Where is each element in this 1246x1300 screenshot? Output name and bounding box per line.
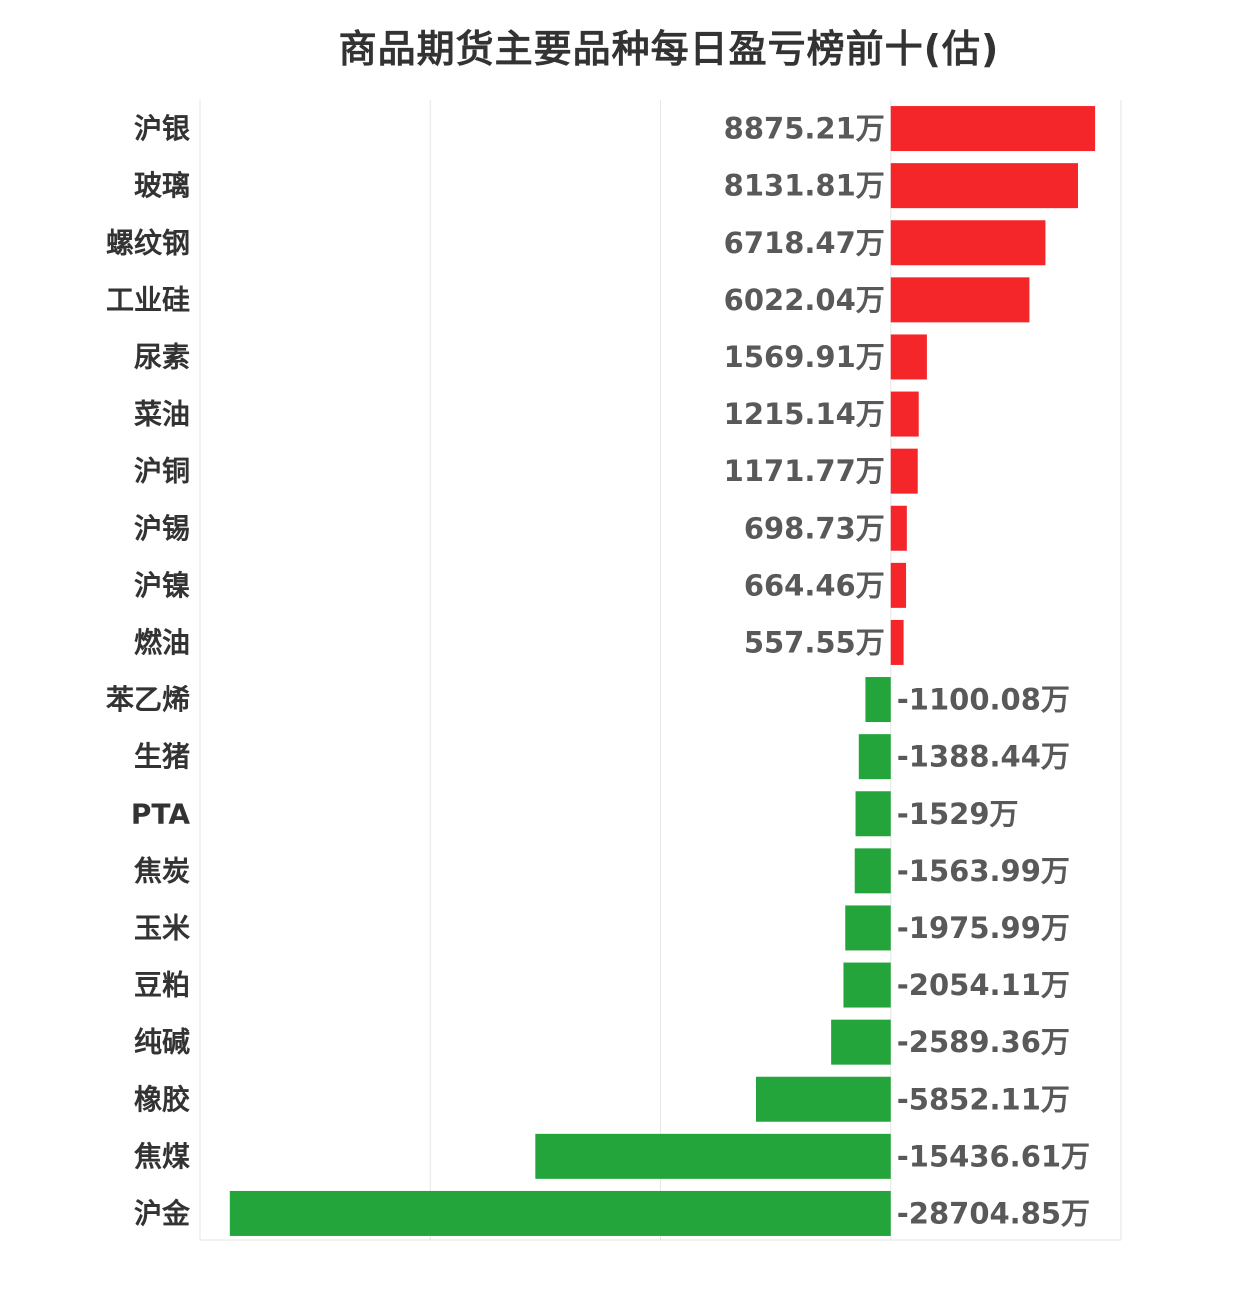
category-label: PTA xyxy=(131,797,190,830)
bar-negative xyxy=(756,1076,891,1122)
category-label: 沪银 xyxy=(134,112,191,145)
bar-positive xyxy=(890,334,927,380)
category-label: 生猪 xyxy=(134,740,190,773)
category-label: 沪金 xyxy=(134,1197,191,1230)
bar-negative xyxy=(854,848,891,894)
category-label: 焦炭 xyxy=(134,854,190,887)
category-label: 橡胶 xyxy=(134,1083,190,1116)
bar-negative xyxy=(843,962,891,1008)
value-label: -1529万 xyxy=(897,797,1019,831)
value-label: 698.73万 xyxy=(744,511,885,545)
value-label: 664.46万 xyxy=(744,568,885,602)
grid-layer xyxy=(199,100,1122,1241)
bar-positive xyxy=(890,277,1030,323)
bar-positive xyxy=(890,505,907,551)
value-label: -1388.44万 xyxy=(897,740,1070,774)
value-label: -1100.08万 xyxy=(897,683,1070,717)
value-label: -28704.85万 xyxy=(897,1196,1090,1230)
bar-negative xyxy=(229,1190,891,1236)
category-label: 苯乙烯 xyxy=(105,683,190,716)
category-label: 菜油 xyxy=(134,398,190,431)
value-label: -2054.11万 xyxy=(897,968,1070,1002)
value-label: 8131.81万 xyxy=(724,169,885,203)
bar-positive xyxy=(890,619,904,665)
category-label: 焦煤 xyxy=(134,1140,190,1173)
value-label: 1215.14万 xyxy=(724,397,885,431)
bar-negative xyxy=(831,1019,891,1065)
category-label: 燃油 xyxy=(134,626,190,659)
value-label: -15436.61万 xyxy=(897,1139,1090,1173)
value-label: -1563.99万 xyxy=(897,854,1070,888)
category-label: 尿素 xyxy=(134,340,190,373)
value-label: 557.55万 xyxy=(744,625,885,659)
category-label: 玉米 xyxy=(134,911,190,944)
bar-positive xyxy=(890,448,918,494)
value-label: -5852.11万 xyxy=(897,1082,1070,1116)
value-label: 1171.77万 xyxy=(724,454,885,488)
bar-negative xyxy=(535,1133,891,1179)
category-label: 沪镍 xyxy=(134,569,190,602)
bar-negative xyxy=(858,734,891,780)
value-label: 6718.47万 xyxy=(724,226,885,260)
value-label: -1975.99万 xyxy=(897,911,1070,945)
bar-positive xyxy=(890,220,1046,266)
value-label: -2589.36万 xyxy=(897,1025,1070,1059)
category-label: 沪锡 xyxy=(134,512,190,545)
bar-positive xyxy=(890,562,907,608)
bars-layer xyxy=(229,106,1096,1236)
chart-title: 商品期货主要品种每日盈亏榜前十(估) xyxy=(338,27,1000,71)
category-label: 工业硅 xyxy=(106,283,190,316)
bar-positive xyxy=(890,391,919,437)
bar-positive xyxy=(890,163,1078,209)
bar-positive xyxy=(890,106,1096,152)
bar-negative xyxy=(855,791,891,837)
bar-negative xyxy=(865,677,891,723)
category-label: 玻璃 xyxy=(134,169,190,202)
value-label: 6022.04万 xyxy=(724,283,885,317)
category-label: 豆粕 xyxy=(134,969,190,1002)
category-label: 纯碱 xyxy=(134,1026,190,1059)
value-label: 1569.91万 xyxy=(724,340,885,374)
bar-negative xyxy=(845,905,891,951)
value-labels: 8875.21万 8131.81万 6718.47万 6022.04万 1569.91万… xyxy=(724,112,1090,1231)
category-label: 螺纹钢 xyxy=(106,226,190,259)
value-label: 8875.21万 xyxy=(724,112,885,146)
category-label: 沪铜 xyxy=(134,455,190,488)
